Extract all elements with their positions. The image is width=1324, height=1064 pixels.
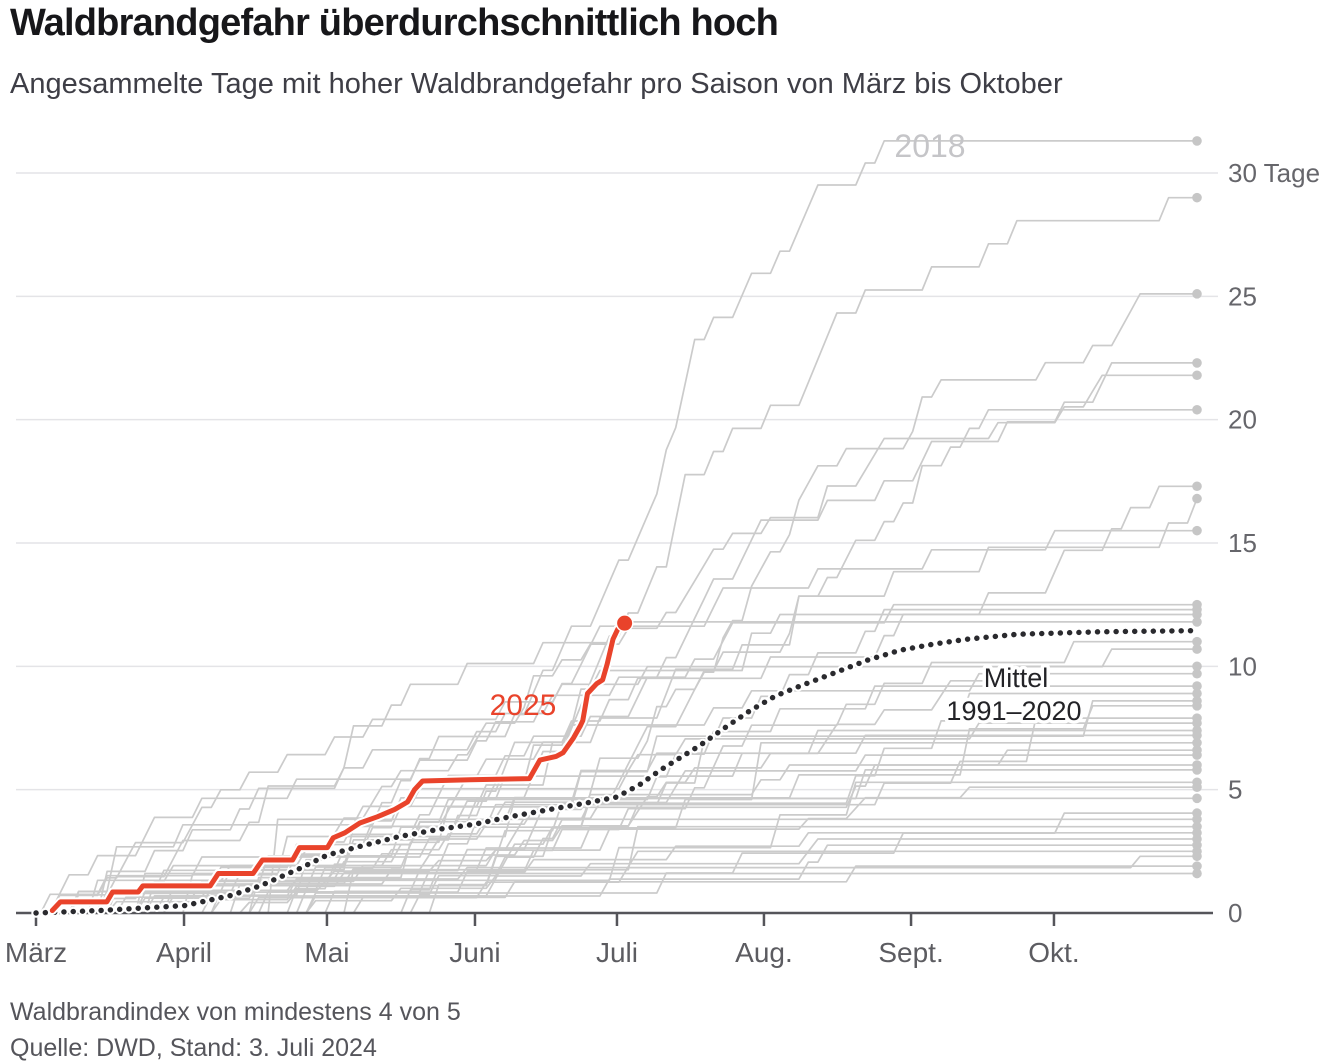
current-endpoint-dot	[617, 615, 633, 631]
footnote-index: Waldbrandindex von mindestens 4 von 5	[10, 998, 461, 1026]
historical-endpoint-dot	[1192, 668, 1202, 679]
historical-endpoint-dot	[1192, 609, 1202, 620]
page-subtitle: Angesammelte Tage mit hoher Waldbrandgef…	[10, 68, 1063, 100]
footnote-source: Quelle: DWD, Stand: 3. Juli 2024	[10, 1034, 377, 1062]
historical-line	[36, 665, 1197, 914]
historical-endpoint-dot	[1192, 192, 1202, 203]
y-tick-label: 30 Tage	[1228, 158, 1320, 188]
historical-line	[36, 140, 1197, 914]
x-tick-label: Aug.	[735, 937, 793, 968]
historical-endpoint-dot	[1192, 737, 1202, 748]
historical-endpoint-dot	[1192, 688, 1202, 699]
mean-line	[31, 625, 1202, 918]
historical-line	[36, 729, 1197, 914]
x-tick-label: Sept.	[878, 937, 943, 968]
historical-endpoint-dot	[1192, 861, 1202, 871]
y-tick-label: 5	[1228, 775, 1242, 805]
historical-line	[36, 831, 1197, 914]
historical-endpoint-dot	[1192, 289, 1202, 299]
historical-line	[36, 408, 1197, 914]
historical-endpoint-dot	[1192, 636, 1202, 647]
y-tick-label: 20	[1228, 405, 1257, 435]
historical-endpoint-dot	[1192, 814, 1202, 825]
y-tick-label: 15	[1228, 528, 1257, 558]
x-tick-label: Okt.	[1028, 937, 1079, 968]
x-tick-label: Juli	[596, 937, 638, 968]
mean-dotted-line	[33, 627, 1200, 916]
historical-endpoint-dot	[1192, 404, 1202, 415]
y-tick-label: 0	[1228, 898, 1242, 928]
historical-endpoint-dot	[1192, 661, 1202, 672]
current-year-2025-line	[49, 620, 628, 913]
historical-endpoint-dot	[1192, 681, 1202, 691]
historical-endpoint-dot	[1192, 718, 1202, 728]
historical-line	[36, 529, 1197, 914]
historical-endpoint-dot	[1192, 358, 1202, 368]
historical-endpoint-dot	[1192, 851, 1202, 862]
historical-line	[36, 613, 1197, 914]
historical-endpoint-dot	[1192, 617, 1202, 627]
historical-line	[36, 603, 1197, 914]
historical-endpoint-dot	[1192, 868, 1202, 879]
historical-endpoint-dot	[1192, 700, 1202, 711]
historical-endpoint-dot	[1192, 525, 1202, 536]
historical-endpoint-dot	[1192, 493, 1202, 504]
historical-endpoint-dot	[1192, 644, 1202, 654]
x-tick-label: Mai	[304, 937, 349, 968]
historical-endpoint-dot	[1192, 136, 1202, 146]
historical-endpoint-dot	[1192, 481, 1202, 492]
annotation-2018: 2018	[894, 128, 965, 164]
historical-endpoint-dot	[1192, 750, 1202, 760]
historical-endpoint-dot	[1192, 765, 1202, 775]
historical-line	[36, 855, 1197, 914]
current-year-line	[47, 614, 634, 915]
historical-line	[36, 648, 1197, 914]
historical-endpoint-dot	[1192, 782, 1202, 792]
y-tick-label: 25	[1228, 281, 1257, 311]
annotation-mittel-line1: Mittel	[984, 663, 1049, 693]
historical-line	[36, 754, 1197, 914]
x-tick-label: April	[156, 937, 212, 968]
historical-endpoint-dot	[1192, 370, 1202, 381]
historical-endpoint-dot	[1192, 793, 1202, 804]
x-tick-label: Juni	[449, 937, 500, 968]
historical-endpoint-dot	[1192, 730, 1202, 741]
page-title: Waldbrandgefahr überdurchschnittlich hoc…	[10, 2, 779, 44]
x-tick-label: März	[5, 937, 67, 968]
historical-line	[36, 196, 1197, 914]
annotations: 2018 2025 Mittel 1991–2020	[490, 128, 1085, 730]
historical-line	[36, 362, 1197, 914]
gridlines	[16, 172, 1218, 791]
y-tick-label: 10	[1228, 651, 1257, 681]
annotation-2025: 2025	[490, 689, 557, 722]
annotation-mittel-line2: 1991–2020	[946, 696, 1081, 726]
